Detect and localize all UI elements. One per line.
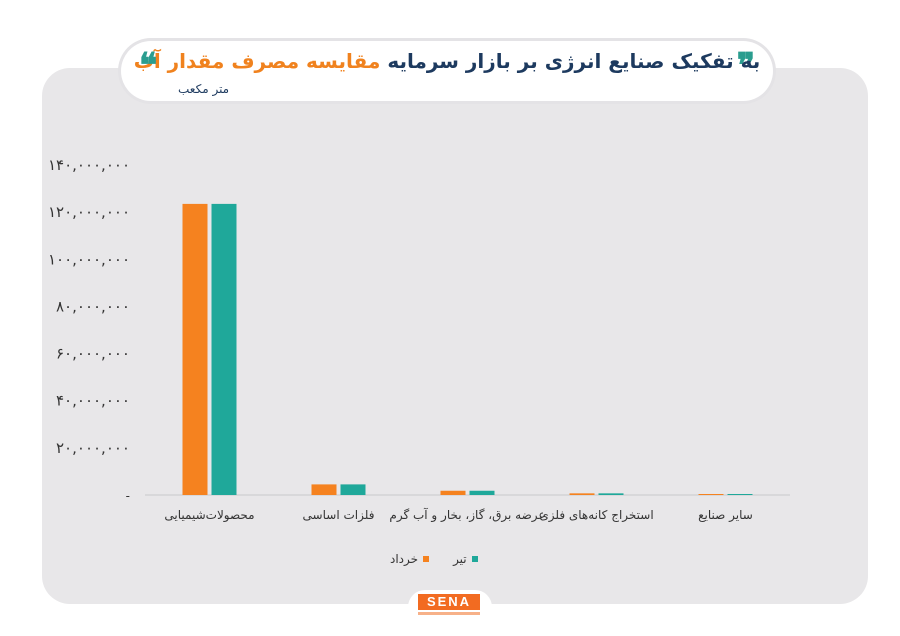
logo-underline xyxy=(418,612,480,615)
bar-tir xyxy=(211,203,237,495)
quote-close-icon: ❝ xyxy=(139,46,158,86)
category-label: فلزات اساسی xyxy=(303,508,375,523)
bar-khordad xyxy=(440,490,466,495)
bar-tir xyxy=(469,490,495,495)
legend-swatch-tir xyxy=(471,556,478,562)
legend-label-tir: تیر xyxy=(453,552,467,566)
chart-panel xyxy=(42,68,868,604)
y-tick-label: ۱۴۰,۰۰۰,۰۰۰ xyxy=(48,156,130,174)
y-tick-label: ۴۰,۰۰۰,۰۰۰ xyxy=(56,392,130,410)
title-part-2: به تفکیک صنایع انرژی بر بازار سرمایه xyxy=(387,49,761,73)
bars-layer xyxy=(182,203,753,495)
sena-logo: SENA xyxy=(418,594,480,610)
bar-tir xyxy=(727,494,753,495)
legend-swatch-khordad xyxy=(423,556,430,562)
legend: تیر خرداد xyxy=(390,552,478,566)
category-label: محصولات‌شیمیایی xyxy=(164,508,254,523)
axis-layer: - ۲۰,۰۰۰,۰۰۰ ۴۰,۰۰۰,۰۰۰ ۶۰,۰۰۰,۰۰۰ ۸۰,۰۰۰,۰۰… xyxy=(48,156,790,503)
legend-item-tir: تیر xyxy=(453,552,478,566)
category-label: عرضه برق، گاز، بخار و آب گرم xyxy=(389,507,545,523)
y-tick-label: ۱۲۰,۰۰۰,۰۰۰ xyxy=(48,203,130,221)
quote-open-icon: ❞ xyxy=(736,46,755,86)
legend-label-khordad: خرداد xyxy=(390,552,419,566)
bar-khordad xyxy=(311,484,337,495)
y-tick-label: ۶۰,۰۰۰,۰۰۰ xyxy=(56,345,130,363)
y-tick-label: ۲۰,۰۰۰,۰۰۰ xyxy=(56,439,130,457)
y-tick-label: - xyxy=(126,489,130,503)
category-label: سایر صنایع xyxy=(698,508,753,523)
bar-tir xyxy=(598,493,624,495)
bar-khordad xyxy=(569,493,595,495)
unit-label: متر مکعب xyxy=(178,82,230,96)
chart-title: به تفکیک صنایع انرژی بر بازار سرمایه مقا… xyxy=(121,49,773,73)
y-tick-label: ۱۰۰,۰۰۰,۰۰۰ xyxy=(48,250,130,268)
bar-tir xyxy=(340,484,366,495)
legend-item-khordad: خرداد xyxy=(390,552,430,566)
bar-khordad xyxy=(698,494,724,495)
category-label: استخراج کانه‌های فلزی xyxy=(539,508,653,523)
bar-khordad xyxy=(182,203,208,495)
title-banner: ❞ به تفکیک صنایع انرژی بر بازار سرمایه م… xyxy=(121,41,773,101)
y-tick-label: ۸۰,۰۰۰,۰۰۰ xyxy=(56,297,130,315)
category-labels: محصولات‌شیمیایی فلزات اساسی عرضه برق، گاز،… xyxy=(164,507,752,523)
title-part-1: مقایسه مصرف مقدار آب xyxy=(133,49,381,73)
